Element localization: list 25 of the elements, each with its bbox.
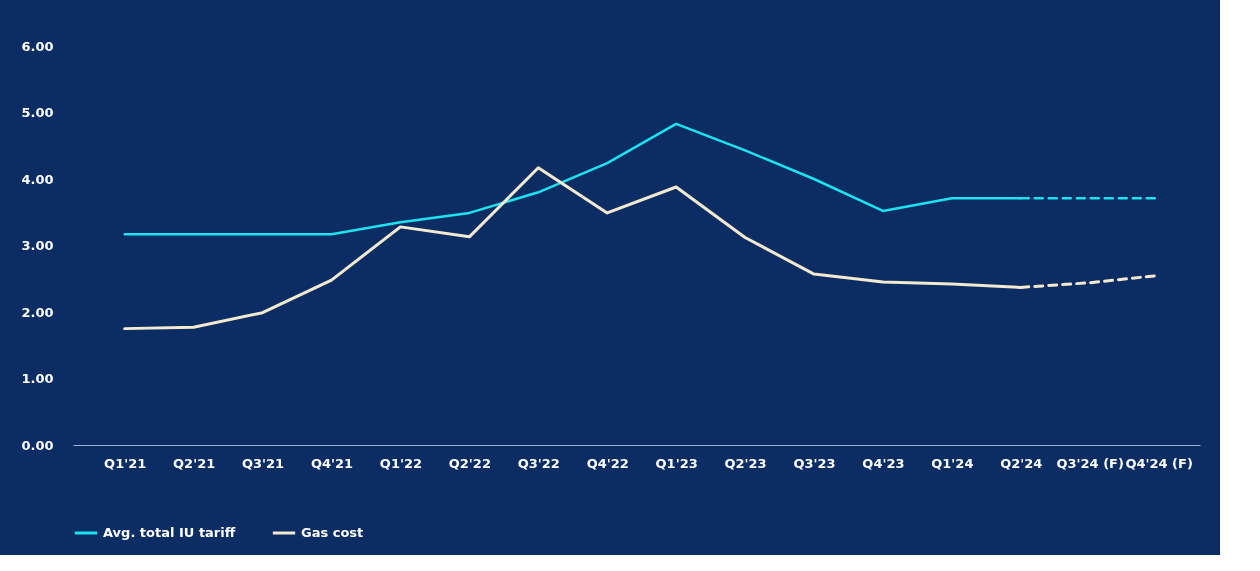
x-tick-label: Q1'23 [655,455,698,471]
legend-label: Avg. total IU tariff [103,525,236,540]
y-tick-label: 1.00 [21,371,54,386]
x-tick-label: Q2'22 [448,455,491,471]
y-tick-label: 2.00 [21,304,54,320]
x-tick-label: Q2'24 [1000,455,1043,471]
y-tick-label: 4.00 [21,171,54,187]
x-tick-label: Q2'23 [724,455,767,471]
x-tick-label: Q3'24 (F) [1056,455,1124,471]
x-tick-label: Q2'21 [173,455,216,471]
x-tick-label: Q3'22 [517,455,560,471]
x-tick-label: Q4'23 [862,455,905,471]
y-tick-label: 0.00 [21,437,54,453]
x-tick-label: Q1'21 [104,455,147,471]
y-tick-label: 3.00 [21,238,54,253]
x-tick-label: Q1'22 [379,455,422,471]
x-tick-label: Q4'24 (F) [1125,455,1193,471]
y-tick-label: 6.00 [21,38,54,54]
y-tick-label: 5.00 [21,105,54,120]
legend-label: Gas cost [301,525,364,540]
x-tick-label: Q1'24 [931,455,974,471]
x-tick-label: Q4'21 [310,455,354,471]
x-tick-label: Q4'22 [586,455,629,471]
x-tick-label: Q3'23 [793,455,836,471]
x-tick-label: Q3'21 [241,455,285,471]
